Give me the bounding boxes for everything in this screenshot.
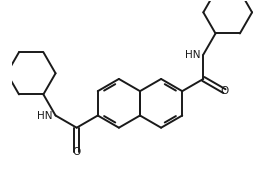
Text: O: O bbox=[220, 86, 228, 96]
Text: HN: HN bbox=[185, 50, 200, 60]
Text: HN: HN bbox=[38, 111, 53, 121]
Text: O: O bbox=[73, 147, 81, 157]
